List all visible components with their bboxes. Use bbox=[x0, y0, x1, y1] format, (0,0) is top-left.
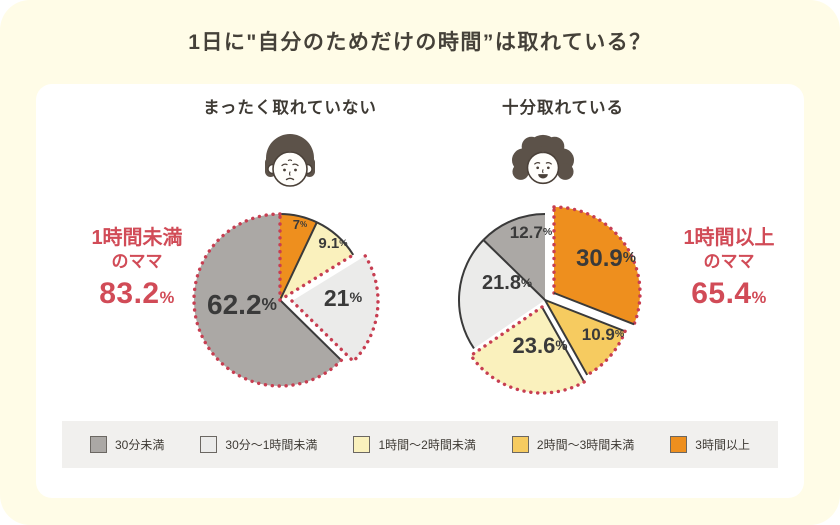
legend-label: 30分未満 bbox=[115, 438, 165, 452]
pie-slice-2時間～3時間未満 bbox=[545, 300, 626, 375]
pie-slice-30分～1時間未満 bbox=[292, 255, 378, 362]
page-title: 1日に"自分のためだけの時間”は取れている？ bbox=[188, 31, 652, 54]
legend-swatch-yellow bbox=[511, 436, 529, 453]
legend-label: 2時間～3時間未満 bbox=[536, 438, 635, 452]
pie-slice-30分未満 bbox=[483, 214, 545, 300]
slice-border bbox=[279, 221, 318, 301]
chart-heading-enough-time: 十分取れている bbox=[501, 99, 624, 117]
pie-chart-no-time: 7% 9.1% 21% 62.2% bbox=[192, 212, 380, 388]
slice-value-label: 10.9% bbox=[582, 325, 625, 344]
slice-border bbox=[482, 239, 546, 301]
highlight-dotted-border bbox=[351, 254, 380, 363]
legend-item: 3時間以上 bbox=[670, 436, 750, 453]
slice-border bbox=[541, 306, 586, 383]
callout-line2: のママ bbox=[703, 252, 755, 271]
highlight-dotted-border bbox=[469, 305, 544, 358]
legend-item: 30分～1時間未満 bbox=[200, 436, 317, 453]
legend: 30分未満 30分～1時間未満 1時間～2時間未満 2時間～3時間未満 3時間以上 bbox=[62, 421, 778, 468]
worried-mom-icon bbox=[265, 134, 315, 187]
highlight-dotted-border bbox=[552, 205, 642, 327]
legend-label: 30分～1時間未満 bbox=[225, 438, 318, 452]
slice-value-label: 62.2% bbox=[207, 289, 277, 320]
percent-sign: % bbox=[751, 289, 767, 308]
highlight-dotted-border bbox=[469, 353, 586, 395]
slice-value-label: 21% bbox=[324, 285, 363, 311]
happy-mom-icon bbox=[511, 134, 575, 185]
highlight-dotted-border bbox=[585, 329, 627, 377]
slice-value-label: 7% bbox=[293, 217, 307, 232]
legend-swatch-paleyellow bbox=[353, 436, 371, 453]
slice-value-label: 12.7% bbox=[510, 223, 553, 242]
callout-value: 83.2% bbox=[99, 277, 175, 311]
legend-label: 3時間以上 bbox=[695, 438, 750, 452]
legend-item: 2時間～3時間未満 bbox=[511, 436, 635, 453]
pie-slice-30分未満 bbox=[194, 214, 342, 386]
pie-slice-30分～1時間未満 bbox=[459, 240, 545, 349]
infographic-card: まったく取れていない 十分取れている 7% 9.1% 21 bbox=[36, 84, 804, 498]
slice-border bbox=[482, 213, 546, 241]
callout-line1: 1時間未満 bbox=[91, 227, 183, 249]
legend-swatch-lightgray bbox=[200, 436, 218, 453]
highlight-dotted-border bbox=[278, 253, 355, 302]
pie-chart-enough-time: 30.9% 10.9% 23.6% 21.8% 12.7% bbox=[458, 205, 642, 395]
callout-under-one-hour: 1時間未満 のママ 83.2% bbox=[52, 226, 222, 313]
percent-sign: % bbox=[159, 289, 175, 308]
callout-line1: 1時間以上 bbox=[683, 227, 775, 249]
slice-value-label: 21.8% bbox=[482, 272, 532, 294]
legend-item: 1時間～2時間未満 bbox=[353, 436, 476, 453]
legend-swatch-orange bbox=[670, 436, 688, 453]
callout-over-one-hour: 1時間以上 のママ 65.4% bbox=[644, 226, 814, 313]
slice-border bbox=[544, 299, 626, 333]
highlight-dotted-border bbox=[290, 299, 356, 363]
slice-border bbox=[458, 239, 485, 350]
slice-border bbox=[279, 299, 343, 361]
slice-border bbox=[553, 292, 635, 326]
callout-line2: のママ bbox=[111, 252, 163, 271]
slice-border bbox=[316, 221, 355, 256]
callout-value: 65.4% bbox=[691, 277, 767, 311]
legend-item: 30分未満 bbox=[90, 436, 164, 453]
legend-label: 1時間～2時間未満 bbox=[378, 438, 476, 452]
slice-value-label: 23.6% bbox=[513, 333, 568, 358]
pie-slice-1時間～2時間未満 bbox=[470, 307, 585, 393]
pie-slice-1時間～2時間未満 bbox=[280, 222, 354, 300]
slice-border bbox=[544, 299, 589, 376]
slice-value-label: 30.9% bbox=[576, 245, 636, 272]
pie-slice-3時間以上 bbox=[554, 207, 640, 325]
chart-heading-no-time: まったく取れていない bbox=[203, 99, 377, 117]
legend-swatch-gray bbox=[90, 436, 107, 453]
slice-value-label: 9.1% bbox=[318, 235, 348, 252]
